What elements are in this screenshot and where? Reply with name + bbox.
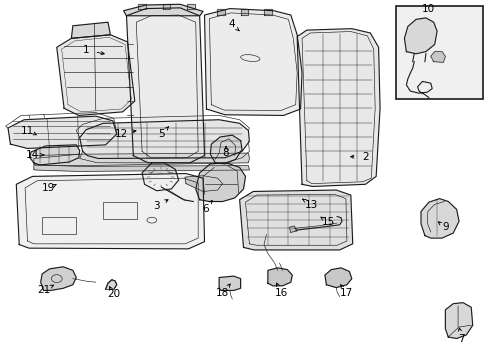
- Text: 17: 17: [340, 288, 353, 298]
- Polygon shape: [445, 303, 472, 338]
- Polygon shape: [41, 267, 76, 291]
- Bar: [395, 6, 483, 99]
- Polygon shape: [204, 9, 302, 116]
- Polygon shape: [30, 145, 80, 165]
- Text: 5: 5: [158, 129, 164, 139]
- Polygon shape: [297, 29, 379, 186]
- Polygon shape: [8, 116, 117, 148]
- Text: 10: 10: [422, 4, 434, 14]
- Text: 20: 20: [107, 289, 120, 299]
- Polygon shape: [289, 226, 297, 232]
- Text: 18: 18: [216, 288, 229, 298]
- Bar: [42, 217, 76, 234]
- Text: 9: 9: [441, 222, 448, 232]
- Polygon shape: [267, 268, 292, 286]
- Polygon shape: [264, 9, 271, 15]
- Text: 4: 4: [227, 19, 234, 29]
- Polygon shape: [184, 176, 222, 192]
- Polygon shape: [71, 22, 110, 39]
- Polygon shape: [210, 135, 242, 164]
- Polygon shape: [430, 51, 445, 62]
- Polygon shape: [16, 174, 204, 249]
- Polygon shape: [105, 280, 117, 289]
- Polygon shape: [420, 199, 458, 238]
- Polygon shape: [34, 153, 249, 166]
- Text: 7: 7: [457, 333, 464, 343]
- Text: 12: 12: [115, 129, 128, 139]
- Polygon shape: [239, 190, 352, 250]
- Text: 6: 6: [202, 204, 208, 214]
- Polygon shape: [142, 163, 178, 191]
- Polygon shape: [34, 165, 249, 171]
- Text: 15: 15: [321, 217, 334, 227]
- Text: 19: 19: [42, 183, 55, 193]
- Polygon shape: [217, 9, 224, 15]
- Text: 2: 2: [362, 152, 368, 162]
- Bar: [103, 202, 137, 220]
- Polygon shape: [404, 18, 436, 54]
- Polygon shape: [186, 4, 194, 9]
- Polygon shape: [162, 4, 170, 9]
- Polygon shape: [240, 9, 248, 15]
- Polygon shape: [138, 4, 146, 9]
- Text: 8: 8: [222, 148, 229, 158]
- Polygon shape: [126, 8, 204, 163]
- Text: 16: 16: [274, 288, 287, 298]
- Text: 11: 11: [21, 126, 34, 135]
- Text: 3: 3: [153, 201, 160, 211]
- Text: 13: 13: [305, 200, 318, 210]
- Polygon shape: [325, 268, 351, 288]
- Polygon shape: [195, 163, 245, 202]
- Polygon shape: [57, 35, 135, 116]
- Text: 21: 21: [37, 285, 50, 296]
- Text: 1: 1: [82, 45, 89, 55]
- Polygon shape: [80, 120, 249, 158]
- Polygon shape: [123, 4, 203, 16]
- Text: 14: 14: [26, 150, 39, 160]
- Polygon shape: [219, 276, 240, 291]
